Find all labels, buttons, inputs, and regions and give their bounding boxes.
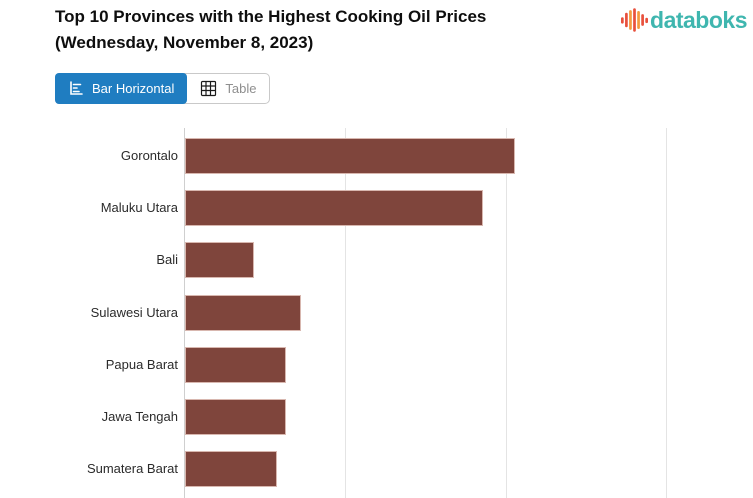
bar-label: Bali — [156, 252, 178, 268]
gridline — [345, 128, 346, 498]
bar-label: Maluku Utara — [100, 200, 178, 216]
bar-horizontal-icon — [68, 80, 85, 97]
bar[interactable] — [185, 451, 277, 488]
chart-row: Sumatera Barat — [0, 451, 753, 488]
chart-title-line1: Top 10 Provinces with the Highest Cookin… — [55, 7, 487, 26]
gridline — [506, 128, 507, 498]
chart-title-line2: (Wednesday, November 8, 2023) — [55, 33, 314, 52]
table-icon — [199, 79, 218, 98]
tab-table[interactable]: Table — [186, 74, 269, 103]
bar-label: Sumatera Barat — [86, 461, 178, 477]
chart-row: Sulawesi Utara — [0, 294, 753, 331]
bar[interactable] — [185, 346, 286, 383]
bar-label: Gorontalo — [120, 148, 178, 163]
bar-label: Papua Barat — [105, 356, 178, 372]
view-toggle: Bar Horizontal Table — [55, 73, 271, 104]
tab-label: Bar Horizontal — [92, 81, 175, 96]
tab-bar-horizontal[interactable]: Bar Horizontal — [55, 73, 188, 104]
bar[interactable] — [185, 399, 286, 435]
bar[interactable] — [185, 242, 254, 279]
tab-label: Table — [225, 81, 257, 96]
bar-label: Jawa Tengah — [101, 409, 178, 424]
chart-row: Bali — [0, 242, 753, 279]
chart-row: Jawa Tengah — [0, 399, 753, 435]
databoks-bars-icon — [621, 5, 649, 35]
bar[interactable] — [185, 138, 515, 174]
bar[interactable] — [185, 294, 301, 331]
chart-title: Top 10 Provinces with the Highest Cookin… — [55, 4, 615, 56]
chart-row: Gorontalo — [0, 138, 753, 174]
chart-row: Papua Barat — [0, 346, 753, 383]
bar-label: Sulawesi Utara — [90, 304, 178, 320]
gridline — [666, 128, 667, 498]
category-axis-line — [184, 128, 185, 498]
bar-chart: Gorontalo Maluku Utara Bali Sulawesi Utara P… — [0, 128, 753, 498]
databoks-logo-text: databoks — [650, 6, 747, 33]
bar[interactable] — [185, 190, 483, 227]
chart-row: Maluku Utara — [0, 190, 753, 227]
databoks-logo: databoks — [621, 5, 747, 35]
